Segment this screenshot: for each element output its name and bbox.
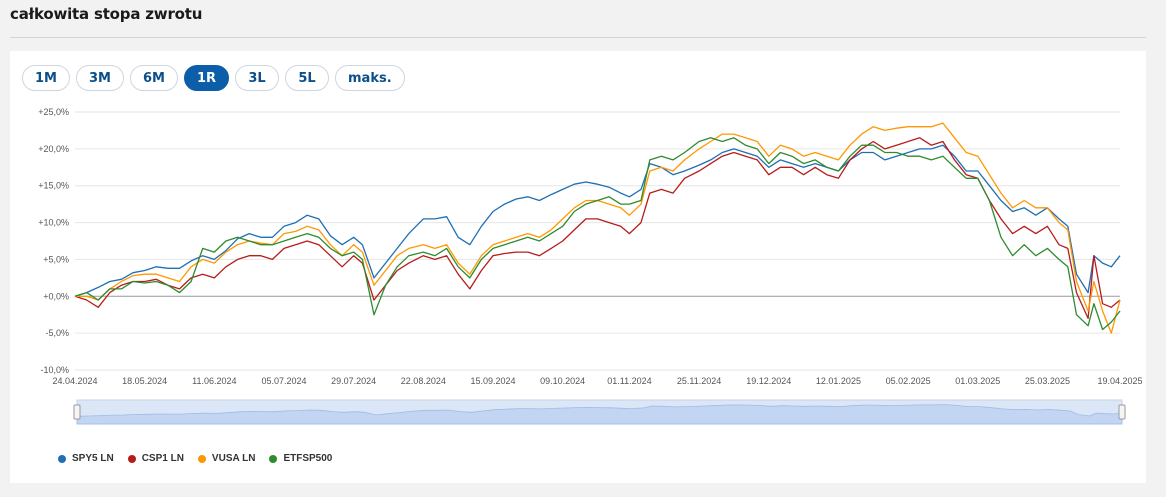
navigator-handle-left[interactable] — [73, 404, 81, 420]
chart-card: 1M 3M 6M 1R 3L 5L maks. +25,0% +20,0% +15,… — [10, 51, 1146, 483]
x-tick-label: 19.12.2024 — [746, 376, 791, 386]
total-return-chart: +25,0% +20,0% +15,0% +10,0% +5,0% +0,0% -5,0% -… — [38, 107, 1143, 425]
x-tick-label: 11.06.2024 — [192, 376, 236, 386]
y-tick-label: +5,0% — [43, 254, 69, 264]
y-tick-label: -5,0% — [45, 328, 69, 338]
series-line-etfsp500 — [74, 137, 1121, 331]
legend-label: CSP1 LN — [141, 453, 184, 464]
legend-item-vusa[interactable]: VUSA LN — [197, 453, 256, 464]
y-tick-label: +25,0% — [38, 107, 69, 117]
x-tick-label: 18.05.2024 — [122, 376, 167, 386]
x-tick-label: 15.09.2024 — [470, 376, 515, 386]
legend-item-csp1[interactable]: CSP1 LN — [127, 453, 184, 464]
legend-item-etfsp500[interactable]: ETFSP500 — [269, 453, 332, 464]
series-line-vusa-ln — [75, 122, 1121, 334]
range-button-1r[interactable]: 1R — [183, 65, 230, 91]
range-button-1m[interactable]: 1M — [22, 65, 70, 91]
series-line-spy5-ln — [74, 144, 1121, 297]
legend-marker — [127, 454, 136, 463]
x-tick-label: 24.04.2024 — [52, 376, 97, 386]
y-tick-label: -10,0% — [40, 365, 69, 375]
x-tick-label: 12.01.2025 — [816, 376, 861, 386]
x-tick-label: 05.07.2024 — [261, 376, 306, 386]
x-tick-label: 09.10.2024 — [540, 376, 585, 386]
page-title: całkowita stopa zwrotu — [10, 5, 203, 23]
x-tick-label: 05.02.2025 — [886, 376, 931, 386]
range-selector: 1M 3M 6M 1R 3L 5L maks. — [22, 65, 405, 91]
legend-label: ETFSP500 — [283, 453, 333, 464]
legend-marker — [269, 454, 278, 463]
range-button-6m[interactable]: 6M — [129, 65, 178, 91]
range-button-max[interactable]: maks. — [335, 65, 405, 91]
legend-marker — [58, 454, 66, 463]
legend-label: SPY5 LN — [72, 453, 114, 464]
y-tick-label: +0,0% — [43, 291, 69, 301]
x-tick-label: 29.07.2024 — [331, 376, 376, 386]
navigator-handle-right[interactable] — [1118, 404, 1126, 420]
title-divider — [10, 37, 1146, 38]
navigator-series — [76, 404, 1123, 425]
legend-marker — [197, 454, 206, 463]
y-tick-label: +20,0% — [38, 144, 69, 154]
range-button-3l[interactable]: 3L — [235, 65, 280, 91]
x-tick-label: 25.11.2024 — [677, 376, 721, 386]
y-tick-label: +15,0% — [38, 181, 69, 191]
x-tick-label: 01.11.2024 — [607, 376, 651, 386]
x-tick-label: 01.03.2025 — [955, 376, 1000, 386]
legend-label: VUSA LN — [211, 453, 256, 464]
range-button-5l[interactable]: 5L — [285, 65, 330, 91]
x-tick-label: 19.04.2025 — [1097, 376, 1142, 386]
legend-item-spy5[interactable]: SPY5 LN — [58, 453, 114, 464]
y-tick-label: +10,0% — [38, 218, 69, 228]
x-tick-label: 22.08.2024 — [401, 376, 446, 386]
chart-legend: SPY5 LN CSP1 LN VUSA LN ETFSP500 — [58, 453, 332, 464]
series-line-csp1-ln — [74, 137, 1121, 320]
x-tick-label: 25.03.2025 — [1025, 376, 1070, 386]
range-button-3m[interactable]: 3M — [75, 65, 124, 91]
